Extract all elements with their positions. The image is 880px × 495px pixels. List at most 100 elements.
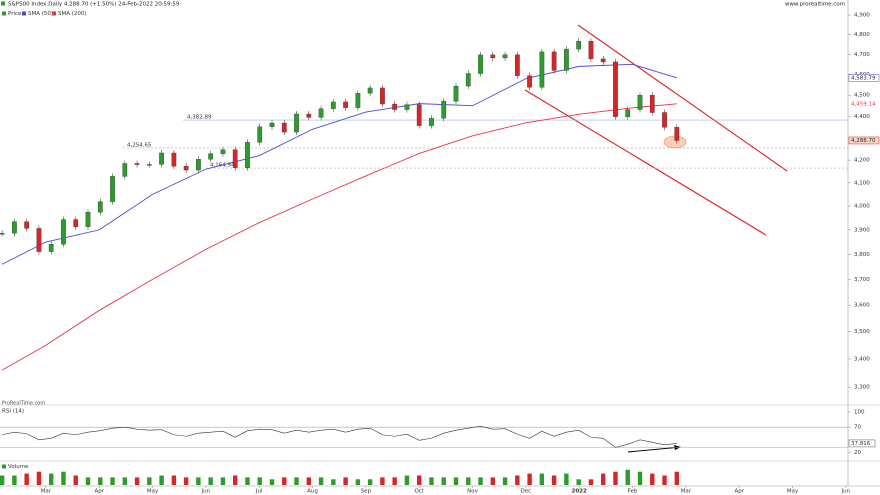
volume-bar [343,477,348,485]
end-label-box [848,136,880,145]
volume-bar [269,479,275,485]
candle [380,87,385,105]
candle [502,54,508,59]
volume-bar [515,475,520,485]
candle [625,109,631,117]
volume-bar [49,473,54,485]
x-tick-label: Oct [414,489,424,495]
x-tick-label: Apr [734,489,744,495]
y-tick-label: 100 [854,410,865,416]
channel-lower [524,89,767,236]
candle [453,85,459,102]
x-tick-label: 2022 [572,489,587,495]
header-title: S&P500 Index Daily 4,288.70 (+1.50%) 24-… [8,2,180,8]
candle [465,73,471,87]
volume-bar [134,477,140,485]
volume-bar [318,477,324,485]
volume-bar [183,477,189,485]
panel-title: Volume [8,464,29,470]
volume-bar [24,473,29,485]
volume-bar [453,477,459,485]
candle [490,54,496,59]
candle [208,153,214,160]
volume-bar [502,477,508,485]
candle [294,113,299,133]
candle [196,159,201,171]
candle [613,61,618,117]
volume-bar [601,473,606,485]
volume-bar [650,473,655,485]
candle [514,54,520,76]
volume-bar [527,473,532,485]
level-label: 4,254.65 [127,142,152,148]
x-tick-label: May [147,489,159,495]
volume-bar [245,477,250,485]
candle [183,166,189,171]
volume-bar [564,473,569,485]
volume-bar [662,475,667,485]
x-tick-label: Apr [94,489,104,495]
candle [306,113,312,118]
x-tick-label: Feb [628,489,638,495]
volume-bar [441,477,446,485]
x-tick-label: Mar [681,489,692,495]
candle [48,244,54,252]
volume-bar [466,477,471,485]
end-label-box [848,74,880,82]
divergence-arrow [627,447,677,453]
volume-bar [36,471,42,485]
candle [588,41,594,60]
volume-bar [674,471,679,485]
volume-bar [588,479,594,485]
legend-label: SMA (200) [58,11,87,17]
header-icon [1,1,5,6]
volume-bar [539,473,545,485]
volume-bar [490,477,495,485]
volume-bar [147,477,152,485]
volume-bar [625,469,630,485]
candle [220,149,226,154]
candle [97,201,103,213]
x-tick-label: Dec [521,489,532,495]
candle [662,112,667,128]
end-label: 4,459.14 [851,101,876,107]
candle [24,221,30,229]
volume-bar [380,477,385,485]
y-tick-label: 3,400 [854,356,870,362]
volume-bar [122,477,127,485]
candle [367,87,373,94]
volume-bar [257,477,262,485]
volume-bar [306,477,311,485]
candle [416,104,422,126]
candle [122,163,128,177]
candle [281,122,287,133]
legend-label: SMA (50) [28,11,53,17]
x-tick-label: Jun [201,489,211,495]
y-tick-label: 4,800 [854,32,870,38]
candle [392,103,398,110]
candle [36,228,42,252]
site-link[interactable]: www.prorealtime.com [785,2,845,8]
volume-bar [208,477,213,485]
candle [441,101,447,119]
legend-swatch [22,11,26,16]
volume-bar [429,477,434,485]
candle [269,122,275,127]
volume-bar [159,475,164,485]
candle [564,48,569,71]
x-tick-label: Jul [255,489,263,495]
x-tick-label: May [787,489,799,495]
end-label-box [848,439,876,448]
candle [61,219,66,245]
y-tick-label: 3,700 [854,277,870,283]
y-tick-label: 4,200 [854,158,870,164]
candle [355,93,361,108]
candle [539,51,545,88]
x-tick-label: Mar [41,489,52,495]
volume-bar [355,479,361,485]
volume-bar [417,475,422,485]
candle [600,58,606,63]
y-tick-label: 3,500 [854,329,870,335]
end-label: 4,583.79 [851,75,876,81]
